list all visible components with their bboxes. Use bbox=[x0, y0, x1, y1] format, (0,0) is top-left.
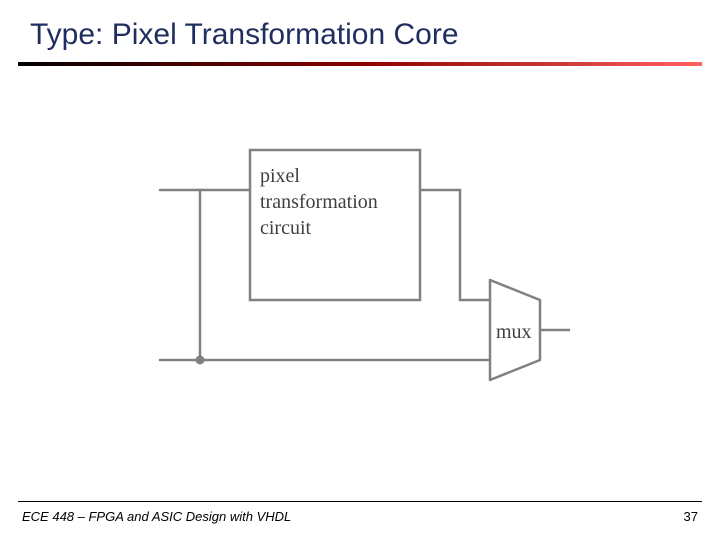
footer-rule bbox=[18, 501, 702, 502]
slide-title: Type: Pixel Transformation Core bbox=[30, 18, 459, 52]
box-label-line: transformation bbox=[260, 191, 378, 213]
wire bbox=[420, 190, 490, 300]
mux-label: mux bbox=[496, 321, 532, 343]
box-label-line: pixel bbox=[260, 165, 300, 187]
page-number: 37 bbox=[684, 509, 698, 524]
box-label-line: circuit bbox=[260, 217, 312, 239]
junction-dot bbox=[196, 356, 205, 365]
block-diagram: pixel transformation circuit mux bbox=[150, 130, 570, 410]
footer-text: ECE 448 – FPGA and ASIC Design with VHDL bbox=[22, 509, 291, 524]
title-underline bbox=[18, 62, 702, 66]
